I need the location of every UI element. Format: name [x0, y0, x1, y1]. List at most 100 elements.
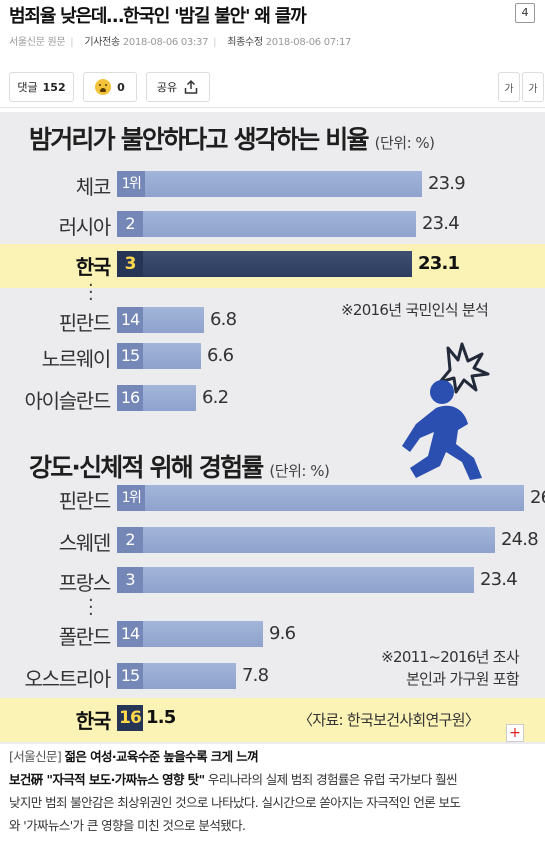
bar-row: 스웨덴 2 24.8: [0, 524, 545, 560]
bar-row: 오스트리아 15 7.8: [0, 660, 545, 696]
bar-row: 한국 3 23.1: [0, 248, 545, 284]
comment-button[interactable]: 댓글 152: [9, 72, 74, 102]
bar-row: 핀란드 14 6.8: [0, 304, 545, 340]
chart2-title: 강도·신체적 위해 경험률 (단위: %): [29, 448, 330, 484]
bar-row: 체코 1위 23.9: [0, 168, 545, 204]
rank-badge: 16: [117, 385, 143, 411]
category-label: 스웨덴: [58, 531, 112, 555]
bar-row: 한국 16 1.5: [0, 702, 545, 738]
bar: [117, 251, 412, 277]
rank-badge: 3: [117, 567, 143, 593]
share-button[interactable]: 공유: [146, 72, 210, 102]
value-label: 23.1: [418, 253, 460, 274]
value-label: 26.7: [530, 487, 545, 508]
body-line-1: [서울신문] 젊은 여성·교육수준 높을수록 크게 느껴: [9, 745, 539, 768]
reaction-count: 0: [117, 80, 125, 94]
rank-badge: 14: [117, 307, 143, 333]
category-label: 아이슬란드: [24, 389, 112, 413]
comment-count: 152: [42, 80, 66, 94]
source-tag: [서울신문]: [9, 749, 62, 764]
chart2-note: ※2011~2016년 조사 본인과 가구원 포함: [381, 646, 520, 690]
article-body: [서울신문] 젊은 여성·교육수준 높을수록 크게 느껴 보건硏 "자극적 보도…: [9, 745, 539, 837]
font-decrease-button[interactable]: 가: [498, 72, 520, 102]
chart1-title: 밤거리가 불안하다고 생각하는 비율 (단위: %): [29, 120, 435, 156]
running-person-icon: [402, 342, 490, 480]
bar-row: 러시아 2 23.4: [0, 208, 545, 244]
sent-time: 2018-08-06 03:37: [122, 37, 209, 48]
category-label: 러시아: [58, 215, 112, 239]
line2-rest: 우리나라의 실제 범죄 경험률은 유럽 국가보다 훨씬: [204, 772, 458, 787]
rank-badge: 16: [117, 705, 143, 731]
chart2-note-line2: 본인과 가구원 포함: [406, 670, 520, 688]
value-label: 23.9: [428, 173, 466, 194]
chart1-title-text: 밤거리가 불안하다고 생각하는 비율: [29, 125, 370, 154]
body-line-4: 와 '가짜뉴스'가 큰 영향을 미친 것으로 분석됐다.: [9, 818, 246, 833]
value-label: 9.6: [269, 623, 296, 644]
font-increase-button[interactable]: 가: [522, 72, 544, 102]
subhead: 젊은 여성·교육수준 높을수록 크게 느껴: [64, 749, 259, 764]
category-label: 핀란드: [58, 489, 112, 513]
bar-row: 아이슬란드 16 6.2: [0, 382, 545, 418]
share-upload-icon: [184, 79, 198, 94]
value-label: 23.4: [422, 213, 460, 234]
article-title: 범죄율 낮은데…한국인 '밤길 불안' 왜 클까: [9, 6, 307, 27]
bar-row: 폴란드 14 9.6: [0, 618, 545, 654]
rank-badge: 15: [117, 343, 143, 369]
ellipsis-dots: · · ·: [88, 275, 94, 310]
category-label: 폴란드: [58, 625, 112, 649]
category-label: 한국: [75, 709, 112, 733]
chart2-source: 〈자료: 한국보건사회연구원〉: [298, 711, 480, 729]
value-label: 23.4: [480, 569, 518, 590]
category-label: 노르웨이: [41, 347, 112, 371]
rank-badge: 1위: [117, 485, 145, 511]
category-label: 핀란드: [58, 311, 112, 335]
chart2-unit: (단위: %): [269, 462, 330, 480]
plus-icon[interactable]: +: [506, 724, 524, 742]
body-line-3: 낮지만 범죄 불안감은 최상위권인 것으로 나타났다. 실시간으로 쏟아지는 자…: [9, 795, 461, 810]
value-label: 7.8: [242, 665, 269, 686]
bar: [117, 527, 495, 553]
updated-label: 최종수정: [227, 37, 263, 48]
category-label: 한국: [75, 255, 112, 279]
updated-time: 2018-08-06 07:17: [265, 37, 352, 48]
value-label: 6.6: [207, 345, 234, 366]
value-label: 24.8: [501, 529, 539, 550]
value-label: 6.8: [210, 309, 237, 330]
bar-row: 프랑스 3 23.4: [0, 564, 545, 600]
chart1-unit: (단위: %): [374, 134, 435, 152]
ellipsis-dots: · · ·: [88, 590, 94, 625]
category-label: 체코: [75, 175, 112, 199]
value-label: 1.5: [146, 707, 176, 728]
comment-label: 댓글: [17, 81, 38, 94]
chart2-title-text: 강도·신체적 위해 경험률: [29, 453, 264, 482]
rank-badge: 15: [117, 663, 143, 689]
chart1-note: ※2016년 국민인식 분석: [341, 301, 489, 319]
face-emoji-icon: [95, 79, 112, 95]
article-toolbar: 댓글 152 0 공유 가 가: [0, 68, 545, 108]
highlight-band-2: [0, 698, 545, 742]
article-meta: 서울신문 원문 | 기사전송 2018-08-06 03:37 | 최종수정 2018-…: [9, 37, 352, 48]
rank-badge: 2: [117, 211, 143, 237]
reaction-button[interactable]: 0: [83, 72, 137, 102]
rank-badge: 2: [117, 527, 143, 553]
rank-badge: 14: [117, 621, 143, 647]
source-link[interactable]: 서울신문 원문: [9, 37, 66, 48]
bar: [117, 485, 524, 511]
bar: [117, 171, 422, 197]
bar-row: 노르웨이 15 6.6: [0, 340, 545, 376]
infographic: 밤거리가 불안하다고 생각하는 비율 (단위: %) 체코 1위 23.9 러시아 2 2…: [0, 112, 545, 744]
category-label: 프랑스: [58, 571, 112, 595]
category-label: 오스트리아: [24, 667, 112, 691]
sent-label: 기사전송: [84, 37, 120, 48]
article-header: 범죄율 낮은데…한국인 '밤길 불안' 왜 클까 4 서울신문 원문 | 기사전송 …: [0, 0, 545, 56]
count-badge[interactable]: 4: [515, 3, 535, 23]
rank-badge: 3: [117, 251, 143, 277]
bar: [117, 211, 416, 237]
chart2-note-line1: ※2011~2016년 조사: [381, 648, 520, 666]
body-line-2: 보건硏 "자극적 보도·가짜뉴스 영향 탓" 우리나라의 실제 범죄 경험률은 …: [9, 768, 539, 791]
share-label: 공유: [156, 81, 178, 94]
rank-badge: 1위: [117, 171, 145, 197]
value-label: 6.2: [202, 387, 229, 408]
bar: [117, 567, 474, 593]
